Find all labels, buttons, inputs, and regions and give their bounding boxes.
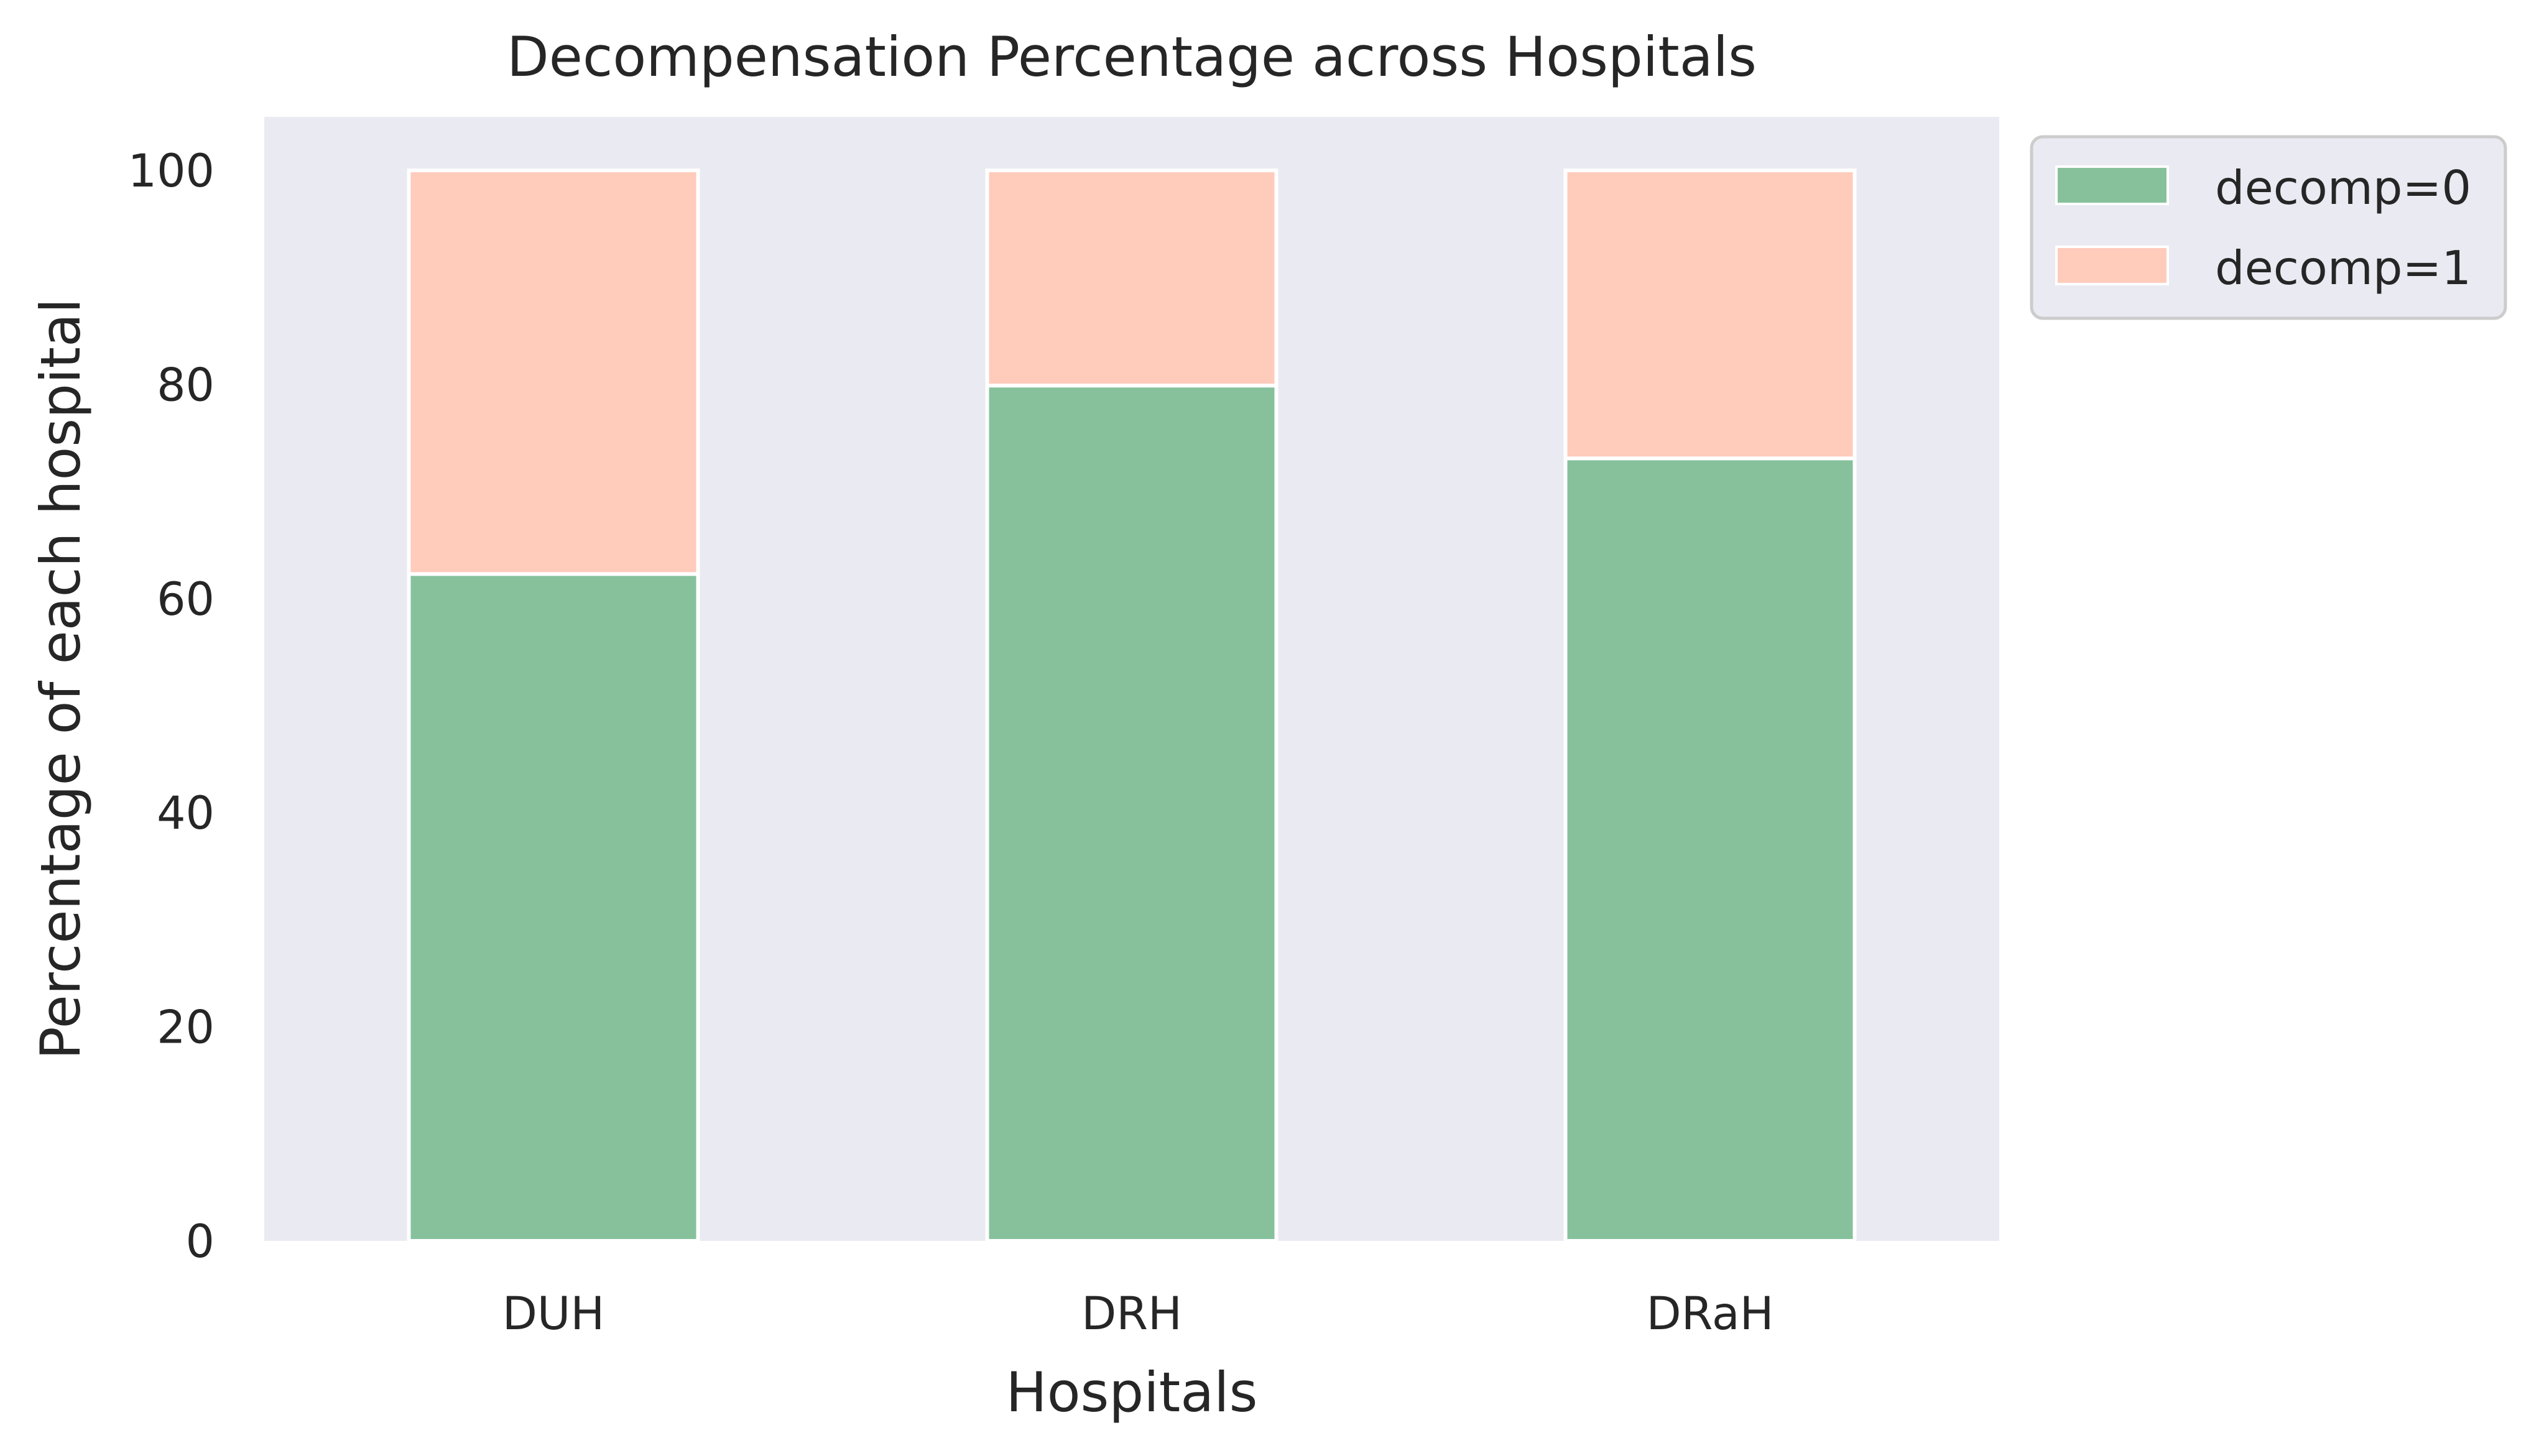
y-tick-label: 60: [157, 573, 215, 626]
chart-title: Decompensation Percentage across Hospita…: [507, 25, 1757, 89]
y-tick-label: 100: [128, 145, 215, 198]
x-axis-label: Hospitals: [1006, 1360, 1258, 1424]
bar-duh-series-1: [407, 168, 700, 576]
legend-label-decomp-0: decomp=0: [2215, 160, 2471, 215]
y-tick-label: 40: [157, 787, 215, 840]
y-axis-label: Percentage of each hospital: [29, 298, 93, 1060]
bars-layer: [407, 168, 1857, 1243]
bar-drah-series-0: [1563, 456, 1857, 1243]
y-tick-label: 20: [157, 1002, 215, 1054]
x-tick-label: DUH: [502, 1288, 605, 1340]
y-ticks: 0 20 40 60 80 100: [128, 145, 215, 1268]
x-tick-label: DRaH: [1647, 1288, 1774, 1340]
y-tick-label: 80: [157, 359, 215, 412]
bar-drh-series-0: [985, 384, 1279, 1243]
bar-drah-series-1: [1563, 168, 1857, 461]
x-ticks: DUH DRH DRaH: [502, 1288, 1774, 1340]
legend-swatch-decomp-1: [2055, 246, 2169, 285]
bar-drh-series-1: [985, 168, 1279, 388]
legend-swatch-decomp-0: [2055, 165, 2169, 205]
legend-label-decomp-1: decomp=1: [2215, 241, 2471, 295]
y-tick-label: 0: [186, 1215, 215, 1268]
x-tick-label: DRH: [1081, 1288, 1182, 1340]
bar-duh-series-0: [407, 572, 700, 1243]
legend: decomp=0 decomp=1: [2030, 135, 2507, 320]
